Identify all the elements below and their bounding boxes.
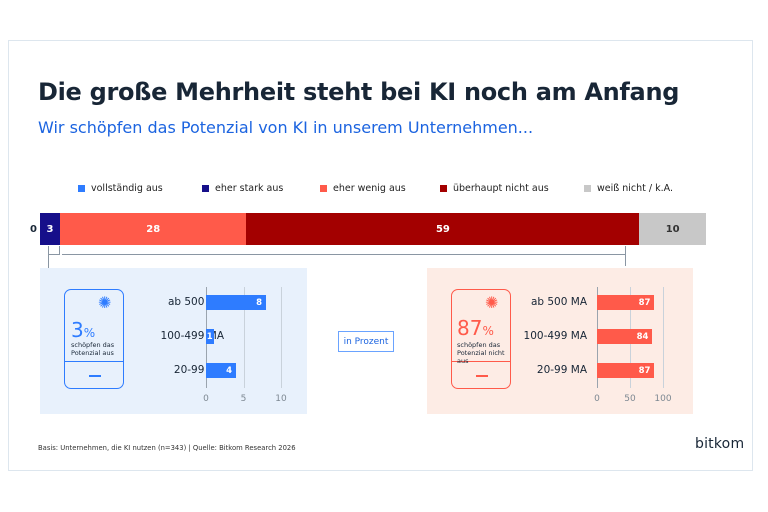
- legend-item: eher wenig aus: [320, 183, 406, 194]
- legend-item: vollständig aus: [78, 183, 163, 194]
- data-bar: 84: [597, 329, 653, 344]
- tick-label: 100: [654, 394, 672, 404]
- left-caption: schöpfen das Potenzial aus: [71, 341, 115, 357]
- legend-swatch: [78, 185, 85, 192]
- legend-swatch: [202, 185, 209, 192]
- category-label: 100-499 MA: [523, 330, 587, 342]
- legend-swatch: [320, 185, 327, 192]
- tick-label: 50: [624, 394, 636, 404]
- unit-box: in Prozent: [338, 331, 394, 352]
- category-label: ab 500 MA: [530, 296, 587, 308]
- gridline: [281, 287, 282, 388]
- data-bar: 1: [206, 329, 214, 344]
- data-bar: 87: [597, 363, 655, 378]
- stacked-segment: 10: [639, 213, 706, 245]
- legend-label: eher stark aus: [215, 183, 284, 194]
- phone-icon-right: [451, 289, 511, 389]
- bracket-left: [48, 246, 60, 255]
- tick-label: 0: [594, 394, 600, 404]
- stacked-segment: 3: [40, 213, 60, 245]
- tick-label: 5: [240, 394, 247, 404]
- stacked-segment: 28: [59, 213, 247, 245]
- data-bar: 87: [597, 295, 655, 310]
- right-caption: schöpfen das Potenzial nicht aus: [457, 341, 505, 365]
- chart-title: Die große Mehrheit steht bei KI noch am …: [38, 78, 680, 106]
- category-label: 100-499 MA: [160, 330, 224, 342]
- bitkom-logo: bitkom: [695, 436, 745, 452]
- left-big-number: 3%: [71, 318, 96, 342]
- legend-item: überhaupt nicht aus: [440, 183, 549, 194]
- legend-label: eher wenig aus: [333, 183, 406, 194]
- legend-item: eher stark aus: [202, 183, 283, 194]
- gridline: [663, 287, 664, 388]
- right-big-number: 87%: [457, 316, 494, 340]
- data-bar: 8: [206, 295, 266, 310]
- chart-subtitle: Wir schöpfen das Potenzial von KI in uns…: [38, 118, 534, 137]
- data-bar: 4: [206, 363, 236, 378]
- bracket-right: [62, 246, 626, 255]
- legend-swatch: [584, 185, 591, 192]
- brain-icon-left: ✺: [98, 293, 112, 312]
- legend-label: überhaupt nicht aus: [453, 183, 549, 194]
- phone-icon-left: [64, 289, 124, 389]
- legend-item: weiß nicht / k.A.: [584, 183, 673, 194]
- panel-share-exploit: [40, 268, 307, 414]
- legend-swatch: [440, 185, 447, 192]
- tick-label: 0: [203, 394, 209, 404]
- tick-label: 10: [275, 394, 287, 404]
- footnote: Basis: Unternehmen, die KI nutzen (n=343…: [38, 444, 296, 452]
- bracket-left-connector: [48, 254, 49, 268]
- brain-icon-right: ✺: [485, 293, 499, 312]
- stacked-bar: 3 28 59 10: [40, 213, 706, 245]
- bracket-right-connector: [625, 246, 626, 266]
- legend-label: weiß nicht / k.A.: [597, 183, 673, 194]
- legend-label: vollständig aus: [91, 183, 163, 194]
- category-label: 20-99 MA: [536, 364, 587, 376]
- stacked-segment: 59: [246, 213, 640, 245]
- zero-value-label: 0: [30, 224, 37, 235]
- gridline: [243, 287, 245, 388]
